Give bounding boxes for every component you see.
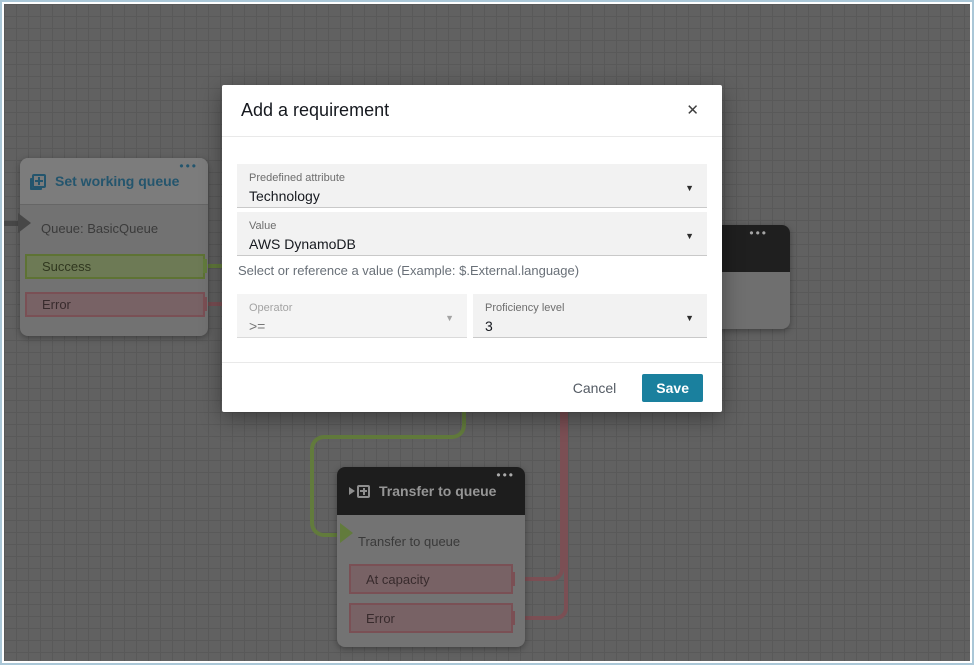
close-icon[interactable]: ✕ xyxy=(686,102,699,119)
output-success[interactable]: Success xyxy=(25,254,205,279)
dialog-footer: Cancel Save xyxy=(222,362,722,412)
dialog-header: Add a requirement ✕ xyxy=(222,85,722,137)
value-select[interactable]: Value AWS DynamoDB ▼ xyxy=(237,212,707,256)
success-connector-v1 xyxy=(462,409,466,421)
predefined-attribute-label: Predefined attribute xyxy=(249,172,346,184)
ttq-error-port[interactable] xyxy=(511,611,515,625)
save-button[interactable]: Save xyxy=(642,373,703,402)
output-label: Success xyxy=(42,259,92,274)
output-at-capacity[interactable]: At capacity xyxy=(349,564,513,594)
dialog-body: Predefined attribute Technology ▼ Value … xyxy=(222,137,722,338)
success-connector-v2 xyxy=(310,453,314,519)
proficiency-level-label: Proficiency level xyxy=(485,302,565,314)
node-set-working-queue[interactable]: Set working queue ••• Queue: BasicQueue … xyxy=(20,158,208,336)
add-requirement-dialog: Add a requirement ✕ Predefined attribute… xyxy=(222,85,722,412)
node-title: Set working queue xyxy=(55,173,180,189)
node-menu-icon[interactable]: ••• xyxy=(749,226,768,240)
node-detail-text: Transfer to queue xyxy=(358,534,461,549)
success-connector-stub xyxy=(207,264,228,268)
value-label: Value xyxy=(249,220,277,232)
output-label: Error xyxy=(42,297,71,312)
predefined-attribute-select[interactable]: Predefined attribute Technology ▼ xyxy=(237,164,707,208)
node-detail-text: Queue: BasicQueue xyxy=(41,221,159,236)
output-error[interactable]: Error xyxy=(25,292,205,317)
success-connector-h2 xyxy=(328,533,340,537)
value-helper-text: Select or reference a value (Example: $.… xyxy=(238,263,580,278)
error-port[interactable] xyxy=(203,297,207,311)
node-menu-icon[interactable]: ••• xyxy=(496,468,515,482)
set-working-queue-icon xyxy=(32,174,46,188)
success-connector-corner2 xyxy=(310,435,324,453)
ttq-error-connector-v xyxy=(564,409,568,602)
chevron-down-icon: ▼ xyxy=(685,231,694,241)
incoming-arrow-icon xyxy=(18,213,31,233)
operator-value: >= xyxy=(249,318,266,334)
success-port[interactable] xyxy=(203,259,207,273)
success-connector-corner3 xyxy=(310,519,328,537)
output-error[interactable]: Error xyxy=(349,603,513,633)
node-set-working-queue-header[interactable]: Set working queue ••• xyxy=(20,158,208,205)
atcapacity-connector-corner xyxy=(525,563,564,581)
chevron-down-icon: ▼ xyxy=(685,183,694,193)
transfer-input-arrow-icon xyxy=(340,523,353,543)
success-connector-corner1 xyxy=(448,421,466,439)
operator-proficiency-row: Operator >= ▼ Proficiency level 3 ▼ xyxy=(237,294,707,338)
output-label: At capacity xyxy=(366,571,430,587)
dialog-title: Add a requirement xyxy=(241,100,390,120)
node-transfer-to-queue[interactable]: Transfer to queue ••• Transfer to queue … xyxy=(337,467,525,647)
transfer-to-queue-icon xyxy=(349,484,370,498)
atcapacity-port[interactable] xyxy=(511,572,515,586)
operator-label: Operator xyxy=(249,302,293,314)
transfer-square-glyph xyxy=(357,484,370,498)
output-label: Error xyxy=(366,610,395,626)
predefined-attribute-value: Technology xyxy=(249,188,320,204)
operator-select[interactable]: Operator >= ▼ xyxy=(237,294,467,338)
incoming-connector-line xyxy=(4,221,20,226)
value-value: AWS DynamoDB xyxy=(249,236,356,252)
proficiency-level-select[interactable]: Proficiency level 3 ▼ xyxy=(473,294,707,338)
chevron-down-icon: ▼ xyxy=(685,313,694,323)
chevron-down-icon: ▼ xyxy=(445,313,454,323)
cancel-button[interactable]: Cancel xyxy=(572,379,617,396)
atcapacity-connector-v xyxy=(560,409,564,563)
proficiency-level-value: 3 xyxy=(485,318,493,334)
transfer-arrow-glyph xyxy=(349,487,355,495)
node-title: Transfer to queue xyxy=(379,483,497,499)
success-connector-h1 xyxy=(324,435,448,439)
ttq-error-connector-corner xyxy=(525,602,568,620)
error-connector-stub xyxy=(207,302,228,306)
node-transfer-to-queue-header[interactable]: Transfer to queue ••• xyxy=(337,467,525,515)
node-menu-icon[interactable]: ••• xyxy=(179,159,198,173)
